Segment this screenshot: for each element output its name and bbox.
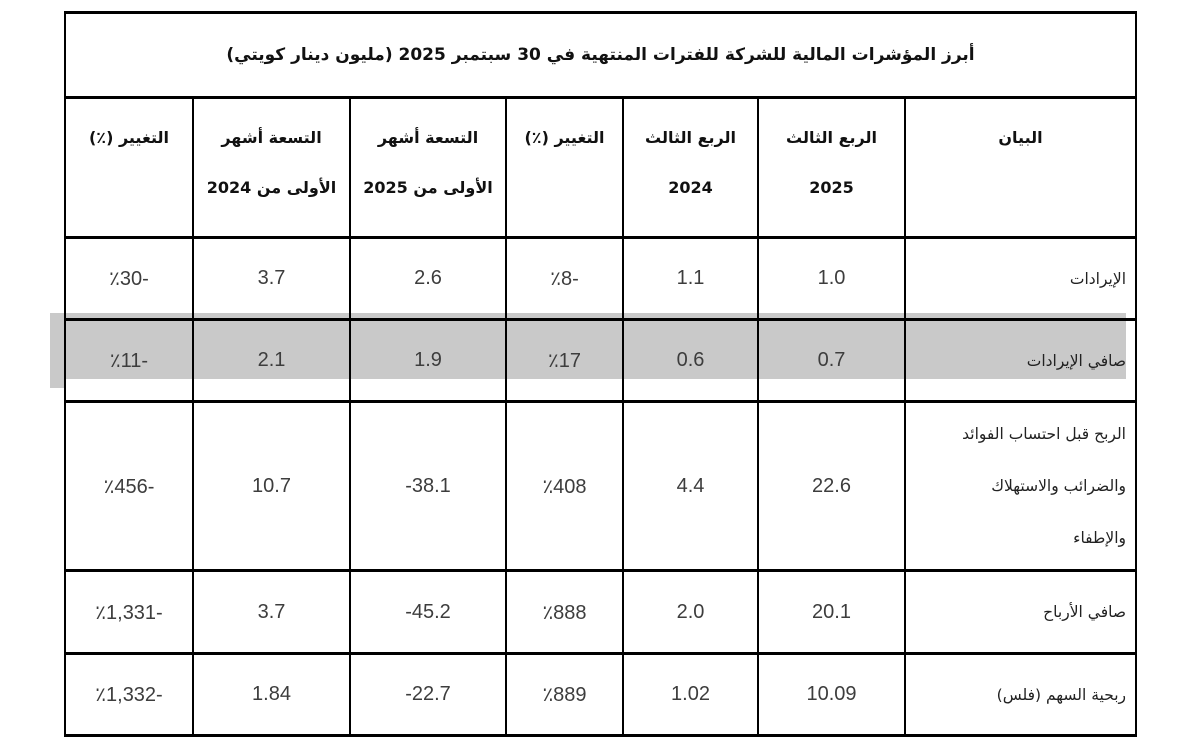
row-label: صافي الأرباح <box>904 569 1137 655</box>
header-row: البيان الربع الثالث 2025 الربع الثالث 20… <box>64 96 1137 239</box>
value-nine-months-2025: -45.2 <box>349 569 507 655</box>
value-nine-months-2024: 10.7 <box>192 400 351 572</box>
value-nine-months-change: ٪1,332- <box>64 652 194 737</box>
col-header-nine-months-2025: التسعة أشهر الأولى من 2025 <box>349 96 507 239</box>
table-row-revenue: الإيرادات 1.0 1.1 ٪8- 2.6 3.7 ٪30- <box>64 236 1137 321</box>
col-header-item: البيان <box>904 96 1137 239</box>
col-header-quarter-change: التغيير (٪) <box>505 96 624 239</box>
value-q3-2025: 0.7 <box>757 318 906 403</box>
value-nine-months-2025: 1.9 <box>349 318 507 403</box>
value-nine-months-2024: 2.1 <box>192 318 351 403</box>
value-q3-2024: 1.1 <box>622 236 759 321</box>
value-q3-2025: 22.6 <box>757 400 906 572</box>
value-nine-months-change: ٪1,331- <box>64 569 194 655</box>
value-q3-2024: 1.02 <box>622 652 759 737</box>
row-label: ربحية السهم (فلس) <box>904 652 1137 737</box>
col-header-q3-2025: الربع الثالث 2025 <box>757 96 906 239</box>
col-header-nine-months-change: التغيير (٪) <box>64 96 194 239</box>
value-quarter-change: ٪8- <box>505 236 624 321</box>
row-selection-highlight-tab <box>50 313 66 388</box>
row-label: الإيرادات <box>904 236 1137 321</box>
value-q3-2024: 0.6 <box>622 318 759 403</box>
value-q3-2024: 4.4 <box>622 400 759 572</box>
value-q3-2024: 2.0 <box>622 569 759 655</box>
table-row-ebitda: الربح قبل احتساب الفوائد والضرائب والاست… <box>64 400 1137 572</box>
value-nine-months-2024: 3.7 <box>192 236 351 321</box>
row-label: صافي الإيرادات <box>904 318 1137 403</box>
table-row-net-profit: صافي الأرباح 20.1 2.0 ٪888 -45.2 3.7 ٪1,… <box>64 569 1137 655</box>
table-row-net-revenue-highlighted: صافي الإيرادات 0.7 0.6 ٪17 1.9 2.1 ٪11- <box>64 318 1137 403</box>
value-q3-2025: 10.09 <box>757 652 906 737</box>
row-label: الربح قبل احتساب الفوائد والضرائب والاست… <box>904 400 1137 572</box>
value-q3-2025: 1.0 <box>757 236 906 321</box>
value-q3-2025: 20.1 <box>757 569 906 655</box>
col-header-q3-2024: الربع الثالث 2024 <box>622 96 759 239</box>
value-nine-months-2025: -22.7 <box>349 652 507 737</box>
value-nine-months-2024: 3.7 <box>192 569 351 655</box>
value-nine-months-change: ٪456- <box>64 400 194 572</box>
value-quarter-change: ٪17 <box>505 318 624 403</box>
value-nine-months-change: ٪30- <box>64 236 194 321</box>
value-quarter-change: ٪888 <box>505 569 624 655</box>
value-nine-months-2025: 2.6 <box>349 236 507 321</box>
col-header-nine-months-2024: التسعة أشهر الأولى من 2024 <box>192 96 351 239</box>
value-nine-months-2025: -38.1 <box>349 400 507 572</box>
title-row: أبرز المؤشرات المالية للشركة للفترات الم… <box>64 11 1137 99</box>
table-row-eps: ربحية السهم (فلس) 10.09 1.02 ٪889 -22.7 … <box>64 652 1137 737</box>
value-quarter-change: ٪889 <box>505 652 624 737</box>
value-nine-months-2024: 1.84 <box>192 652 351 737</box>
value-nine-months-change: ٪11- <box>64 318 194 403</box>
table-title: أبرز المؤشرات المالية للشركة للفترات الم… <box>64 11 1137 99</box>
value-quarter-change: ٪408 <box>505 400 624 572</box>
financial-highlights-table: أبرز المؤشرات المالية للشركة للفترات الم… <box>64 11 1137 737</box>
